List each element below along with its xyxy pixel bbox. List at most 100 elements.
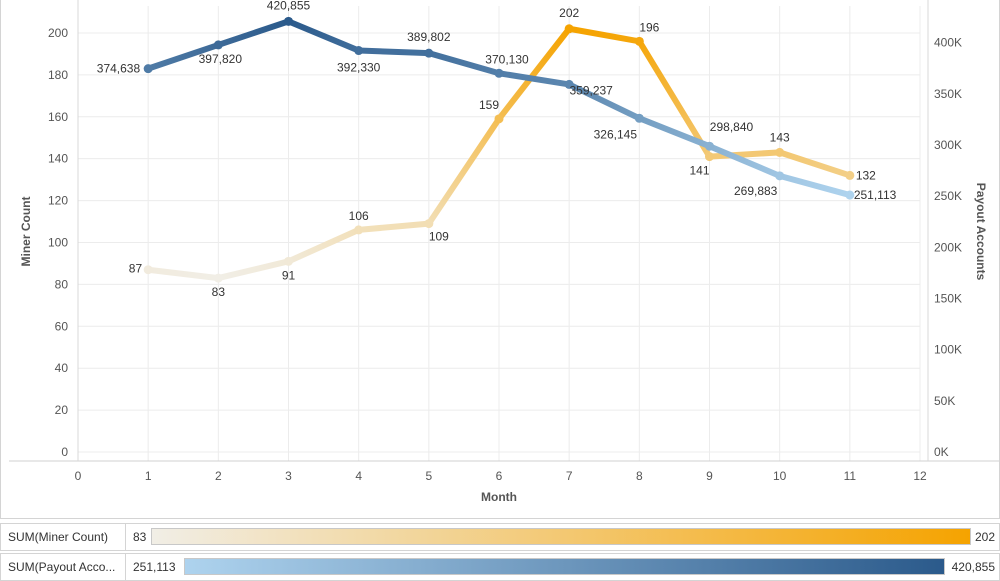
- payout-accounts-line-segment: [776, 172, 853, 199]
- left-tick-label: 140: [48, 152, 68, 166]
- miner-count-point: [494, 114, 504, 124]
- miner-count-data-label: 159: [479, 98, 499, 112]
- gridlines: [77, 6, 921, 461]
- right-tick-label: 100K: [934, 343, 962, 357]
- payout-accounts-point: [775, 171, 785, 181]
- x-tick-label: 9: [706, 469, 713, 483]
- x-tick-label: 0: [75, 469, 82, 483]
- payout-accounts-data-label: 359,237: [569, 83, 613, 97]
- miner-count-data-label: 91: [282, 268, 296, 282]
- left-tick-label: 0: [61, 445, 68, 459]
- x-tick-label: 2: [215, 469, 222, 483]
- payout-accounts-line-segment: [425, 50, 502, 77]
- right-tick-label: 300K: [934, 138, 962, 152]
- right-tick-label: 200K: [934, 240, 962, 254]
- left-tick-label: 80: [55, 277, 69, 291]
- left-tick-label: 120: [48, 194, 68, 208]
- payout-accounts-point: [494, 68, 504, 78]
- payout-accounts-point: [284, 16, 293, 26]
- x-tick-label: 12: [913, 469, 927, 483]
- payout-accounts-line-segment: [215, 18, 292, 48]
- x-tick-label: 7: [566, 469, 573, 483]
- left-tick-label: 180: [48, 68, 68, 82]
- miner-count-point: [634, 36, 644, 46]
- payout-accounts-line-segment: [496, 70, 573, 88]
- x-tick-label: 5: [425, 469, 432, 483]
- payout-accounts-data-label: 370,130: [485, 52, 529, 66]
- right-tick-label: 0K: [934, 445, 949, 459]
- payout-accounts-line-segment: [706, 143, 783, 179]
- left-tick-label: 40: [55, 361, 69, 375]
- payout-accounts-data-label: 397,820: [199, 52, 243, 66]
- payout-accounts-data-label: 389,802: [407, 30, 451, 44]
- series-points: [143, 16, 855, 283]
- legend-payout-accounts: SUM(Payout Acco... 251,113 420,855: [0, 553, 1000, 581]
- miner-count-point: [284, 256, 293, 266]
- left-tick-label: 20: [55, 403, 69, 417]
- miner-count-data-label: 196: [639, 20, 659, 34]
- x-axis-ticks: 0 1 2 3 4 5 6 7 8 9 10 11 12: [75, 469, 927, 483]
- legend-miner-gradient-bar: [151, 528, 971, 545]
- miner-count-data-label: 87: [129, 262, 143, 276]
- payout-accounts-line-segment: [355, 47, 432, 57]
- series-lines: [145, 18, 853, 282]
- miner-count-point: [845, 170, 855, 180]
- left-tick-label: 100: [48, 235, 68, 249]
- payout-accounts-point: [705, 141, 714, 151]
- legend-miner-min: 83: [133, 530, 147, 544]
- payout-accounts-data-label: 374,638: [97, 62, 141, 76]
- payout-accounts-point: [845, 190, 855, 200]
- legend-miner-max: 202: [974, 530, 995, 544]
- miner-count-data-label: 106: [349, 209, 369, 223]
- miner-count-point: [424, 219, 434, 229]
- miner-count-data-label: 143: [770, 130, 790, 144]
- miner-count-data-label: 141: [689, 164, 709, 178]
- right-tick-label: 350K: [934, 87, 962, 101]
- left-axis-title: Miner Count: [19, 197, 33, 267]
- miner-count-data-label: 83: [212, 285, 226, 299]
- miner-count-line-segment: [636, 38, 713, 160]
- right-tick-label: 150K: [934, 292, 962, 306]
- left-tick-label: 200: [48, 26, 68, 40]
- x-tick-label: 4: [355, 469, 362, 483]
- miner-count-line-segment: [706, 149, 783, 160]
- miner-count-data-label: 109: [429, 230, 449, 244]
- payout-accounts-point: [213, 40, 223, 50]
- payout-accounts-point: [634, 113, 644, 123]
- miner-count-point: [775, 147, 785, 157]
- chart-panel: 0 20 40 60 80 100 120 140 160 180 200 0K 50K 100K 150…: [0, 0, 1000, 519]
- legend-miner-title: SUM(Miner Count): [1, 524, 126, 550]
- x-axis-title: Month: [481, 490, 517, 504]
- payout-accounts-data-label: 298,840: [710, 120, 754, 134]
- miner-count-line-segment: [145, 266, 222, 282]
- right-tick-label: 50K: [934, 394, 955, 408]
- miner-count-line-segment: [776, 149, 853, 179]
- x-tick-label: 3: [285, 469, 292, 483]
- x-tick-label: 8: [636, 469, 643, 483]
- left-tick-label: 60: [55, 319, 69, 333]
- legend-payout-max: 420,855: [951, 560, 995, 574]
- miner-count-point: [354, 225, 364, 235]
- miner-count-line-segment: [285, 226, 362, 265]
- payout-accounts-point: [564, 79, 574, 89]
- miner-count-line-segment: [425, 115, 502, 227]
- x-tick-label: 10: [773, 469, 787, 483]
- miner-count-point: [564, 24, 574, 34]
- miner-count-data-label: 132: [856, 168, 876, 182]
- miner-count-line-segment: [566, 25, 643, 45]
- miner-count-point: [705, 152, 714, 162]
- payout-accounts-data-label: 326,145: [594, 127, 638, 141]
- payout-accounts-data-label: 392,330: [337, 61, 381, 75]
- payout-accounts-point: [143, 64, 153, 74]
- left-tick-label: 160: [48, 110, 68, 124]
- payout-accounts-line-segment: [285, 18, 362, 54]
- payout-accounts-data-label: 420,855: [267, 0, 311, 12]
- x-tick-label: 6: [496, 469, 503, 483]
- legend-payout-min: 251,113: [133, 560, 176, 574]
- legend-payout-gradient-bar: [184, 558, 945, 575]
- miner-count-point: [143, 265, 153, 275]
- right-tick-label: 250K: [934, 189, 962, 203]
- payout-accounts-line-segment: [566, 81, 643, 122]
